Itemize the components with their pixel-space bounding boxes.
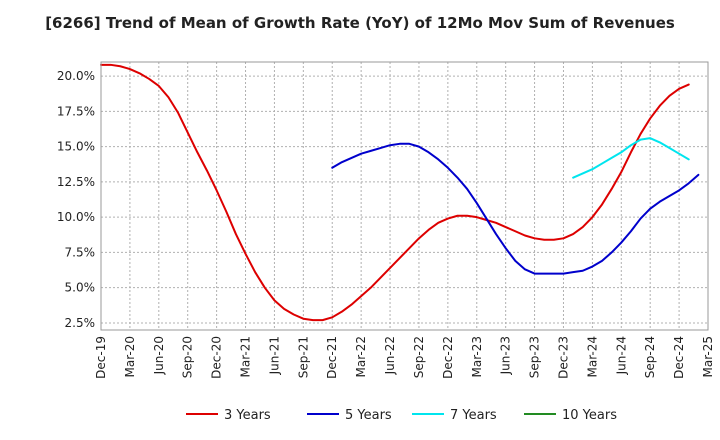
y-tick-label: 15.0% xyxy=(57,140,95,154)
x-tick-label: Jun-24 xyxy=(614,336,628,375)
x-tick-label: Dec-19 xyxy=(94,336,108,379)
x-axis-ticks: Dec-19 Mar-20 Jun-20 Sep-20 Dec-20 Mar-21 Jun-… xyxy=(94,336,715,379)
y-tick-label: 10.0% xyxy=(57,210,95,224)
x-tick-label: Jun-21 xyxy=(267,336,281,375)
legend-label: 3 Years xyxy=(224,408,271,423)
x-tick-label: Dec-20 xyxy=(210,336,224,379)
y-tick-label: 20.0% xyxy=(57,69,95,83)
x-tick-label: Mar-20 xyxy=(123,336,137,377)
legend-label: 7 Years xyxy=(450,408,497,423)
x-tick-label: Dec-22 xyxy=(441,336,455,379)
x-tick-label: Mar-25 xyxy=(701,336,715,377)
plot-frame xyxy=(100,61,709,331)
x-tick-label: Mar-21 xyxy=(239,336,253,377)
y-tick-label: 7.5% xyxy=(65,245,96,259)
y-tick-label: 17.5% xyxy=(57,104,95,118)
x-tick-label: Sep-20 xyxy=(181,336,195,378)
legend-label: 5 Years xyxy=(345,408,392,423)
x-tick-label: Jun-22 xyxy=(383,336,397,375)
x-tick-label: Sep-22 xyxy=(412,336,426,378)
x-tick-label: Jun-23 xyxy=(499,336,513,375)
x-tick-label: Sep-24 xyxy=(643,336,657,378)
x-tick-label: Dec-21 xyxy=(325,336,339,379)
y-axis-ticks: 2.5% 5.0% 7.5% 10.0% 12.5% 15.0% 17.5% 20.0% xyxy=(57,69,95,330)
y-tick-label: 12.5% xyxy=(57,175,95,189)
grid-lines xyxy=(101,62,708,330)
x-tick-label: Jun-20 xyxy=(152,336,166,375)
y-tick-label: 2.5% xyxy=(65,316,96,330)
x-tick-label: Dec-24 xyxy=(672,336,686,379)
plot-area xyxy=(101,62,708,330)
series-line-7-years xyxy=(572,137,690,179)
x-tick-label: Dec-23 xyxy=(556,336,570,379)
x-tick-label: Sep-21 xyxy=(296,336,310,378)
series-lines xyxy=(100,63,700,322)
series-line-3-years xyxy=(100,63,690,322)
legend: 3 Years 5 Years 7 Years 10 Years xyxy=(186,408,617,423)
chart-title: [6266] Trend of Mean of Growth Rate (YoY… xyxy=(45,14,675,32)
x-tick-label: Mar-24 xyxy=(585,336,599,377)
x-tick-label: Sep-23 xyxy=(528,336,542,378)
x-tick-label: Mar-22 xyxy=(354,336,368,377)
series-line-5-years xyxy=(331,142,700,275)
legend-label: 10 Years xyxy=(562,408,617,423)
x-tick-label: Mar-23 xyxy=(470,336,484,377)
y-tick-label: 5.0% xyxy=(65,281,96,295)
